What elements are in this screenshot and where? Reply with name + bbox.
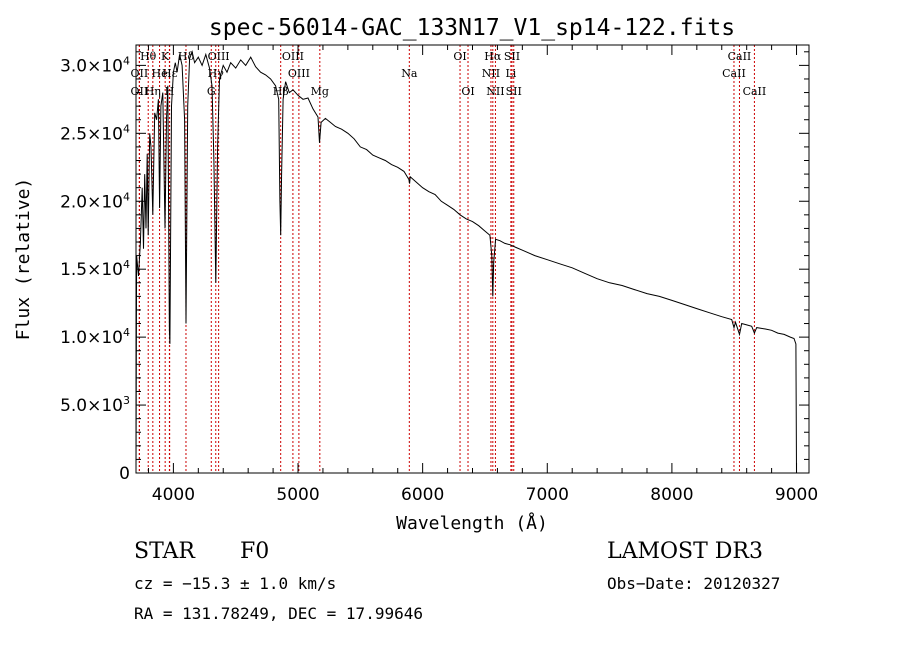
- y-tick-label: 0: [119, 464, 130, 484]
- spectral-line-label: SII: [504, 50, 520, 63]
- spectral-line-label: SII: [506, 85, 522, 98]
- y-tick-label: 1.5×104: [60, 258, 130, 280]
- spectral-line-label: OI: [453, 50, 466, 63]
- spectral-line-label: CaII: [743, 85, 767, 98]
- spectral-line-label: NII: [486, 85, 504, 98]
- redshift-cz: cz = −15.3 ± 1.0 km/s: [134, 574, 337, 593]
- y-tick-label: 3.0×104: [60, 54, 130, 76]
- x-tick-label: 9000: [775, 485, 818, 505]
- y-tick-label: 2.5×104: [60, 122, 130, 144]
- y-tick-label: 1.0×104: [60, 326, 130, 348]
- survey-name: LAMOST DR3: [607, 539, 763, 564]
- y-tick-label: 2.0×104: [60, 190, 130, 212]
- spectral-line-label: OIII: [288, 67, 310, 80]
- spectral-line-label: He: [152, 67, 168, 80]
- spectral-line-label: OIII: [282, 50, 304, 63]
- object-class: STAR: [134, 539, 195, 564]
- x-tick-label: 7000: [526, 485, 569, 505]
- x-tick-label: 6000: [401, 485, 444, 505]
- spectral-line-label: OII: [131, 67, 149, 80]
- spectral-line-label: G: [207, 85, 216, 98]
- spectral-line-label: Hβ: [273, 85, 289, 98]
- spectral-line-label: OIII: [208, 50, 230, 63]
- y-tick-label: 5.0×103: [60, 394, 130, 416]
- chart-title: spec-56014-GAC_133N17_V1_sp14-122.fits: [209, 15, 735, 41]
- x-tick-label: 8000: [650, 485, 693, 505]
- spectral-line-label: K: [161, 50, 170, 63]
- observation-date: Obs−Date: 20120327: [607, 574, 781, 593]
- spectral-line-label: Li: [505, 67, 516, 80]
- coordinates: RA = 131.78249, DEC = 17.99646: [134, 604, 423, 623]
- spectral-line-label: Hα: [484, 50, 502, 63]
- plot-frame: [135, 44, 810, 474]
- y-axis-label: Flux (relative): [13, 178, 34, 341]
- spectral-line-label: H: [165, 85, 175, 98]
- spectral-line-label: CaII: [728, 50, 752, 63]
- spectral-line-label: Mg: [311, 85, 329, 98]
- spectral-line-label: Na: [401, 67, 418, 80]
- spectral-line-label: CaII: [722, 67, 746, 80]
- spectral-line-label: OI: [461, 85, 474, 98]
- x-tick-label: 5000: [276, 485, 319, 505]
- spectral-line-label: Hη: [145, 85, 161, 98]
- spectral-line-label: OII: [131, 85, 149, 98]
- spectral-line-label: Hδ: [178, 50, 195, 63]
- spectrum-line: [135, 50, 797, 474]
- spectral-line-label: Hθ: [140, 50, 157, 63]
- x-tick-label: 4000: [152, 485, 195, 505]
- spectral-line-label: Hγ: [208, 67, 225, 80]
- x-axis-label: Wavelength (Å): [396, 512, 548, 534]
- spectral-line-label: NII: [482, 67, 500, 80]
- object-subclass: F0: [240, 539, 270, 564]
- spectral-line-label: Hε: [162, 67, 178, 80]
